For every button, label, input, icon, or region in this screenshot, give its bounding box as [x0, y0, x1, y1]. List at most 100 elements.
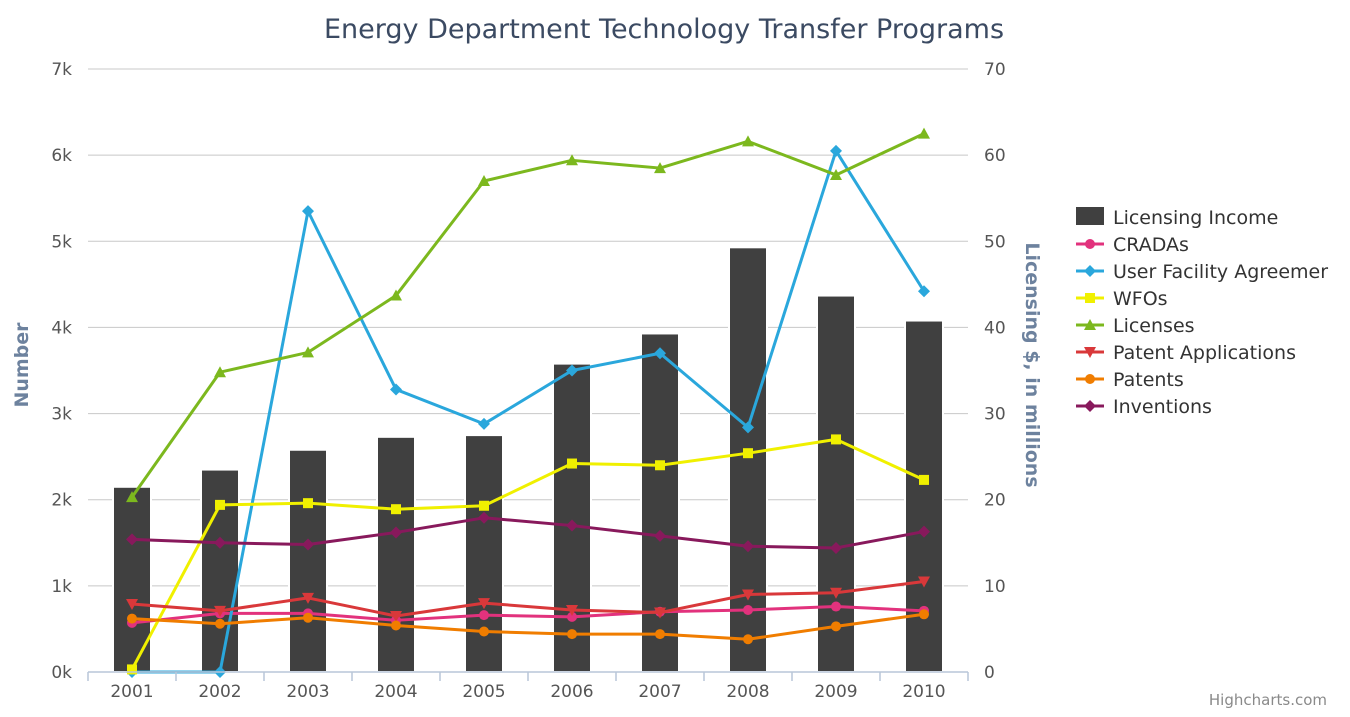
point-wfos [127, 664, 137, 675]
legend-item-user-facility-agreemer[interactable]: User Facility Agreemer [1076, 261, 1328, 283]
y-left-tick-label: 2k [51, 491, 72, 511]
y-right-tick-label: 30 [984, 405, 1006, 425]
point-cradas [831, 601, 841, 612]
point-patent-applications [566, 604, 578, 616]
chart-title: Energy Department Technology Transfer Pr… [324, 14, 1004, 45]
legend-label: User Facility Agreemer [1113, 261, 1328, 283]
point-licenses [830, 168, 842, 180]
y-left-tick-label: 3k [51, 405, 72, 425]
legend-label: Patent Applications [1113, 342, 1296, 364]
point-licenses [390, 289, 402, 301]
legend-item-patent-applications[interactable]: Patent Applications [1076, 342, 1296, 364]
legend-label: Licensing Income [1113, 207, 1278, 229]
y-left-axis-title: Number [11, 322, 33, 408]
y-right-tick-label: 50 [984, 232, 1006, 252]
point-user-facility-agreemer [390, 383, 402, 396]
y-left-tick-label: 0k [51, 663, 72, 683]
legend-symbol-marker [1085, 374, 1095, 384]
point-wfos [479, 500, 489, 511]
bar-licensing-income [640, 332, 680, 673]
point-inventions [214, 536, 226, 549]
legend: Licensing Income CRADAs User Facility Agre… [1076, 207, 1328, 418]
point-wfos [303, 498, 313, 509]
point-patents [303, 612, 313, 623]
x-tick-label: 2002 [198, 682, 241, 702]
y-right-tick-label: 60 [984, 146, 1006, 166]
point-user-facility-agreemer [830, 144, 842, 157]
legend-item-licensing-income[interactable]: Licensing Income [1076, 207, 1278, 229]
series-line-cradas [131, 605, 925, 625]
point-patent-applications [654, 607, 666, 619]
point-patent-applications [214, 605, 226, 617]
point-patents [479, 626, 489, 637]
point-licenses [918, 127, 930, 139]
point-wfos [919, 474, 929, 485]
legend-item-licenses[interactable]: Licenses [1076, 315, 1195, 337]
point-patents [831, 621, 841, 632]
point-cradas [743, 604, 753, 615]
point-licenses [214, 366, 226, 378]
point-patents [391, 620, 401, 631]
legend-label: Licenses [1113, 315, 1195, 337]
x-tick-label: 2010 [902, 682, 945, 702]
bar-licensing-income [288, 448, 328, 673]
y-left-tick-label: 5k [51, 232, 72, 252]
point-inventions [566, 519, 578, 532]
legend-symbol [1076, 207, 1104, 225]
point-wfos [391, 504, 401, 515]
x-tick-label: 2008 [726, 682, 769, 702]
point-licenses [302, 346, 314, 358]
point-patents [743, 634, 753, 645]
legend-item-cradas[interactable]: CRADAs [1076, 234, 1189, 256]
x-tick-label: 2006 [550, 682, 593, 702]
credits-link[interactable]: Highcharts.com [1209, 691, 1327, 709]
y-right-tick-label: 40 [984, 318, 1006, 338]
series-line-user-facility-agreemer [132, 149, 926, 674]
bar-licensing-income [728, 246, 768, 674]
y-left-tick-label: 6k [51, 146, 72, 166]
axes: 0k 1k 2k 3k 4k 5k 6k 7k 0 10 20 30 40 50 60 70 2001 2002 2… [51, 60, 1005, 702]
point-inventions [302, 538, 314, 551]
y-left-tick-label: 7k [51, 60, 72, 80]
x-tick-label: 2001 [110, 682, 153, 702]
y-right-tick-label: 70 [984, 60, 1006, 80]
x-tick-label: 2003 [286, 682, 329, 702]
legend-symbol-marker [1085, 239, 1095, 249]
point-patent-applications [478, 598, 490, 610]
bar-licensing-income [816, 294, 856, 673]
legend-item-patents[interactable]: Patents [1076, 369, 1184, 391]
point-patent-applications [742, 589, 754, 601]
point-patent-applications [302, 592, 314, 604]
point-wfos [215, 499, 225, 510]
series-line-inventions [131, 516, 925, 550]
legend-symbol-marker [1084, 400, 1096, 412]
legend-symbol-marker [1084, 319, 1096, 330]
y-right-tick-label: 0 [984, 663, 995, 683]
legend-item-inventions[interactable]: Inventions [1076, 396, 1212, 418]
point-patents [919, 609, 929, 620]
legend-label: Inventions [1113, 396, 1212, 418]
point-user-facility-agreemer [918, 285, 930, 298]
point-wfos [831, 434, 841, 445]
series-line-licenses [130, 132, 925, 498]
bar-licensing-income [552, 362, 592, 673]
point-user-facility-agreemer [478, 417, 490, 430]
point-patent-applications [126, 598, 138, 610]
x-tick-label: 2007 [638, 682, 681, 702]
point-wfos [567, 458, 577, 469]
point-patent-applications [390, 611, 402, 623]
point-inventions [390, 526, 402, 539]
point-licenses [126, 491, 138, 503]
point-cradas [567, 611, 577, 622]
legend-label: Patents [1113, 369, 1184, 391]
legend-item-wfos[interactable]: WFOs [1076, 288, 1168, 310]
series-line-patents [131, 612, 925, 641]
y-right-tick-label: 10 [984, 577, 1006, 597]
legend-label: WFOs [1113, 288, 1168, 310]
point-licenses [654, 162, 666, 174]
point-licenses [566, 154, 578, 166]
legend-symbol-marker [1084, 265, 1096, 277]
x-tick-label: 2004 [374, 682, 417, 702]
point-inventions [830, 541, 842, 554]
x-tick-label: 2005 [462, 682, 505, 702]
